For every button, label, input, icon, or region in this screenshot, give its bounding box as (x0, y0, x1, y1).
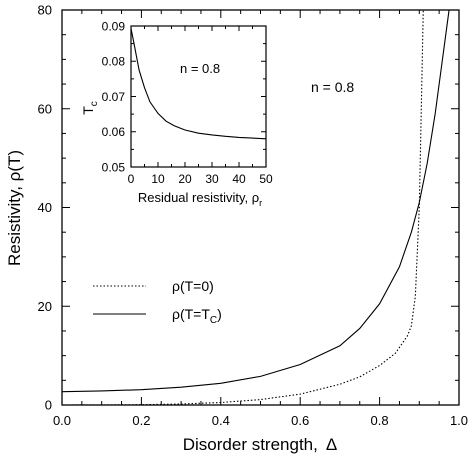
inset-y-tick-label: 0.07 (102, 90, 126, 104)
inset-series-0-line (130, 28, 267, 140)
legend: ρ(T=0) ρ(T=TC) (93, 278, 222, 326)
inset-x-tick-label: 0 (128, 172, 135, 186)
main-x-axis-label-text: Disorder strength, (183, 435, 318, 454)
inset-y-tick-label: 0.08 (102, 55, 126, 69)
main-series-1-line (61, 9, 450, 393)
main-ticks (61, 9, 460, 406)
main-x-axis-label: Disorder strength, Δ (183, 435, 337, 454)
inset-plot-frame (130, 25, 267, 168)
inset-x-tick-label: 20 (178, 172, 192, 186)
main-annotation: n = 0.8 (311, 79, 354, 95)
main-y-tick-label: 0 (45, 398, 52, 413)
main-x-axis-label-symbol: Δ (326, 435, 337, 454)
main-y-tick-label: 40 (38, 200, 52, 215)
inset-y-axis-label-main: T (80, 106, 96, 115)
main-x-tick-label: 0.2 (132, 413, 150, 428)
legend-label-tc-sub: C (210, 315, 217, 326)
inset-y-tick-label: 0.06 (102, 125, 126, 139)
main-tick-labels: 0.0 0.2 0.4 0.6 0.8 1.0 0 20 40 60 80 (38, 3, 468, 428)
inset-x-tick-label: 10 (151, 172, 165, 186)
legend-label-t0: ρ(T=0) (172, 278, 214, 294)
main-x-tick-label: 0.6 (291, 413, 309, 428)
inset-y-tick-label: 0.05 (102, 160, 126, 174)
main-series-0-line (61, 9, 424, 406)
inset-y-axis-label-sub: c (89, 101, 100, 106)
inset-y-tick-label: 0.09 (102, 19, 126, 33)
inset-x-tick-label: 50 (259, 172, 273, 186)
legend-label-tc-main: ρ(T=T (172, 306, 210, 322)
main-y-tick-label: 80 (38, 3, 52, 18)
inset-x-axis-label-main: Residual resistivity, ρ (138, 190, 259, 205)
inset-x-axis-label-sub: r (259, 198, 262, 208)
inset-y-axis-label: Tc (80, 101, 100, 115)
main-y-axis-label: Resistivity, ρ(T) (5, 150, 24, 266)
inset-annotation: n = 0.8 (180, 61, 220, 76)
main-y-tick-label: 20 (38, 299, 52, 314)
main-curves (61, 9, 450, 406)
inset-x-tick-label: 40 (232, 172, 246, 186)
legend-label-tc-end: ) (217, 306, 222, 322)
inset-curves (130, 28, 267, 140)
main-x-tick-label: 1.0 (450, 413, 468, 428)
inset-x-axis-label: Residual resistivity, ρr (138, 190, 262, 208)
main-x-tick-label: 0.0 (53, 413, 71, 428)
main-y-tick-label: 60 (38, 101, 52, 116)
legend-label-tc: ρ(T=TC) (172, 306, 222, 326)
inset-tick-labels: 0 10 20 30 40 50 0.05 0.06 0.07 0.08 0.09 (102, 19, 273, 186)
main-x-tick-label: 0.8 (371, 413, 389, 428)
main-x-tick-label: 0.4 (212, 413, 230, 428)
inset-x-tick-label: 30 (205, 172, 219, 186)
